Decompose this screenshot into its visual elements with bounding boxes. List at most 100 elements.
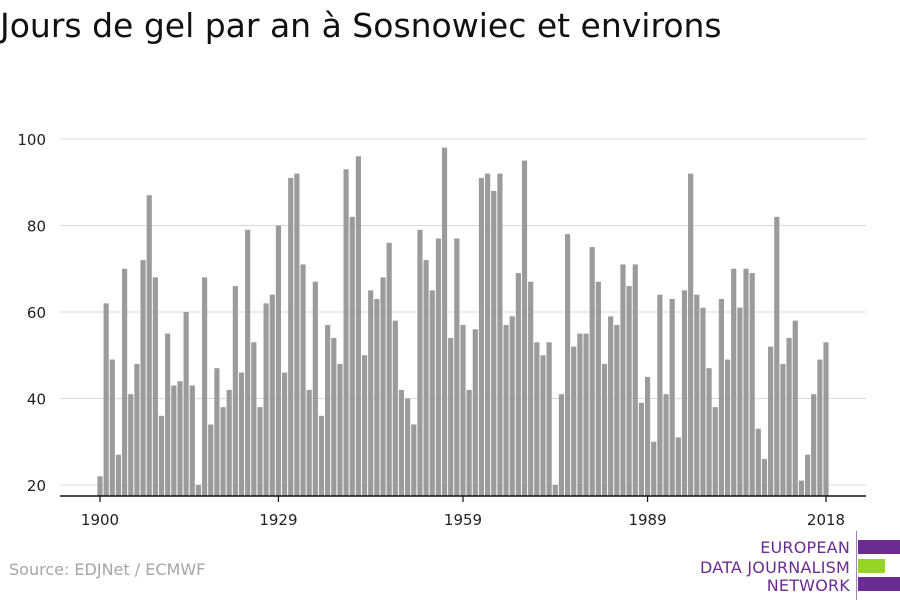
- bar-1977: [571, 346, 577, 496]
- bar-1957: [448, 337, 454, 496]
- bar-1915: [189, 385, 195, 496]
- bar-1907: [140, 260, 146, 496]
- bar-1936: [318, 415, 325, 496]
- bar-1928: [269, 294, 275, 496]
- bar-2001: [718, 299, 724, 496]
- bar-1949: [398, 389, 405, 496]
- bar-1975: [558, 394, 565, 496]
- bar-2010: [774, 216, 780, 496]
- x-tick-label-1929: 1929: [259, 511, 297, 529]
- bar-1971: [534, 342, 540, 496]
- y-tick-label-20: 20: [27, 477, 46, 495]
- bar-2006: [749, 273, 755, 496]
- bar-1952: [417, 229, 423, 496]
- bar-1946: [380, 277, 386, 496]
- bar-1900: [97, 476, 103, 496]
- bar-1995: [681, 290, 688, 496]
- bar-1942: [355, 156, 361, 497]
- bar-1906: [134, 363, 140, 496]
- bar-1912: [171, 385, 177, 496]
- bar-1930: [281, 372, 288, 496]
- bar-1902: [109, 359, 115, 496]
- logo-line-1: EUROPEAN: [760, 538, 850, 557]
- bar-1965: [497, 173, 503, 496]
- bar-1987: [632, 264, 638, 496]
- bar-1941: [349, 216, 355, 496]
- bar-2018: [823, 342, 829, 496]
- bar-2000: [712, 407, 718, 496]
- bar-1920: [220, 407, 226, 496]
- bar-1961: [472, 329, 478, 496]
- bar-1992: [663, 394, 669, 496]
- bar-2003: [731, 268, 737, 496]
- bar-2011: [780, 363, 786, 496]
- bar-2005: [743, 268, 749, 496]
- x-tick-label-1900: 1900: [81, 511, 119, 529]
- bar-1970: [528, 281, 534, 496]
- bar-2016: [811, 394, 817, 496]
- bar-2007: [755, 428, 761, 496]
- bar-2017: [817, 359, 823, 496]
- bar-1953: [423, 260, 429, 496]
- bar-1943: [361, 355, 368, 496]
- bars: [97, 147, 829, 497]
- bar-2002: [724, 359, 731, 496]
- bar-1951: [411, 424, 417, 496]
- bar-1940: [343, 169, 349, 496]
- bar-1945: [374, 299, 380, 496]
- bar-1973: [546, 342, 552, 496]
- bar-1904: [122, 268, 128, 496]
- bar-1998: [700, 307, 706, 496]
- bar-1926: [257, 407, 263, 496]
- bar-1913: [177, 381, 183, 496]
- bar-1916: [195, 485, 202, 496]
- bar-1991: [657, 294, 663, 496]
- bar-1989: [644, 376, 651, 496]
- logo-bar-bottom: [858, 577, 900, 591]
- bar-2015: [804, 454, 811, 496]
- bar-1962: [478, 177, 485, 497]
- bar-1937: [325, 324, 331, 496]
- bar-2014: [798, 480, 804, 496]
- bar-1976: [565, 234, 571, 496]
- y-tick-label-100: 100: [17, 131, 46, 149]
- bar-1969: [521, 160, 528, 496]
- bar-1922: [232, 286, 238, 496]
- bar-1981: [595, 281, 601, 496]
- bar-1993: [669, 299, 675, 496]
- bar-1967: [509, 316, 515, 496]
- bar-1927: [263, 303, 269, 496]
- edjnet-logo: EUROPEAN DATA JOURNALISM NETWORK: [700, 531, 900, 600]
- bar-1925: [251, 342, 257, 496]
- bar-2013: [792, 320, 798, 496]
- bar-1910: [158, 415, 165, 496]
- bar-1903: [115, 454, 122, 496]
- bar-1959: [460, 324, 466, 496]
- bar-1911: [165, 333, 171, 496]
- bar-1958: [454, 238, 460, 496]
- bar-1990: [651, 441, 657, 496]
- bar-1932: [294, 173, 300, 496]
- bar-1974: [552, 485, 558, 496]
- bar-1908: [146, 195, 152, 496]
- bar-1917: [202, 277, 208, 496]
- bar-1918: [208, 424, 214, 496]
- bar-1909: [152, 277, 158, 496]
- bar-2008: [761, 459, 768, 496]
- bar-1986: [626, 286, 632, 496]
- bar-1966: [503, 324, 509, 496]
- bar-1948: [392, 320, 398, 496]
- bar-1983: [608, 316, 614, 496]
- bar-2009: [768, 346, 774, 496]
- source-note: Source: EDJNet / ECMWF: [9, 560, 206, 579]
- bar-1933: [300, 264, 306, 496]
- bar-2004: [737, 307, 743, 496]
- y-tick-label-60: 60: [27, 304, 46, 322]
- bar-1964: [491, 190, 497, 496]
- x-tick-labels: 1900 1929 1959 1989 2018: [81, 511, 845, 529]
- bar-1988: [638, 402, 645, 496]
- bar-1921: [226, 389, 232, 496]
- bar-1979: [583, 333, 589, 496]
- bar-1994: [675, 437, 681, 496]
- bar-1905: [128, 394, 134, 496]
